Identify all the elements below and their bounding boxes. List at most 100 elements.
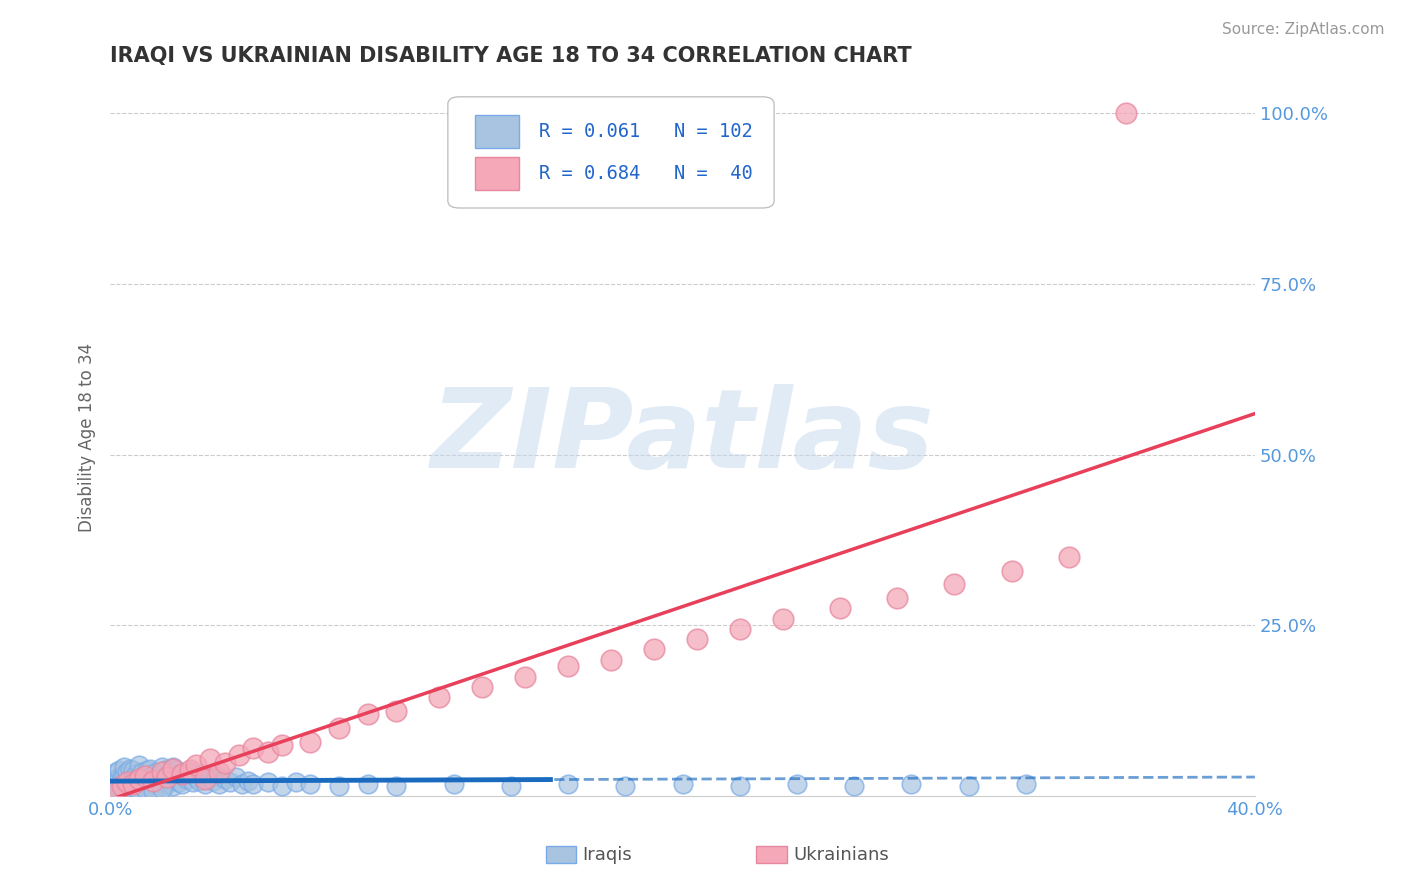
Point	[114, 767, 136, 781]
Point	[134, 782, 156, 797]
Point	[107, 782, 129, 797]
Point	[231, 777, 253, 791]
Point	[728, 622, 751, 636]
Point	[194, 777, 217, 791]
Point	[176, 772, 198, 786]
Point	[299, 734, 322, 748]
Point	[125, 767, 148, 781]
Point	[772, 611, 794, 625]
Point	[145, 774, 167, 789]
Point	[197, 772, 219, 786]
Point	[122, 779, 145, 793]
Point	[194, 772, 217, 786]
Point	[148, 775, 170, 789]
Point	[671, 777, 693, 791]
Point	[328, 721, 350, 735]
Y-axis label: Disability Age 18 to 34: Disability Age 18 to 34	[79, 343, 96, 533]
Point	[179, 763, 201, 777]
Point	[1057, 550, 1080, 565]
Point	[513, 670, 536, 684]
Point	[202, 774, 225, 789]
Point	[225, 770, 247, 784]
Point	[104, 779, 127, 793]
Point	[150, 782, 173, 797]
Point	[142, 783, 165, 797]
Text: R = 0.684   N =  40: R = 0.684 N = 40	[540, 164, 754, 183]
Point	[443, 777, 465, 791]
Point	[270, 738, 292, 752]
Point	[385, 779, 408, 793]
FancyBboxPatch shape	[475, 115, 519, 148]
Point	[285, 775, 308, 789]
Point	[136, 763, 159, 777]
Point	[128, 777, 150, 791]
Point	[162, 779, 184, 793]
Point	[122, 777, 145, 791]
Point	[134, 769, 156, 783]
Point	[165, 763, 187, 777]
Point	[299, 777, 322, 791]
Point	[219, 775, 242, 789]
Point	[844, 779, 866, 793]
Point	[943, 577, 966, 591]
Point	[139, 762, 162, 776]
Point	[104, 783, 127, 797]
Point	[1001, 564, 1024, 578]
Point	[270, 779, 292, 793]
Point	[256, 775, 278, 789]
Point	[150, 779, 173, 793]
Point	[190, 767, 212, 781]
Point	[101, 775, 124, 789]
Point	[104, 782, 127, 797]
Point	[134, 770, 156, 784]
Text: IRAQI VS UKRAINIAN DISABILITY AGE 18 TO 34 CORRELATION CHART: IRAQI VS UKRAINIAN DISABILITY AGE 18 TO …	[110, 46, 911, 66]
Point	[128, 758, 150, 772]
Point	[110, 780, 132, 795]
Point	[150, 765, 173, 780]
FancyBboxPatch shape	[475, 157, 519, 190]
Point	[214, 772, 236, 786]
Point	[139, 772, 162, 786]
Point	[328, 779, 350, 793]
Point	[142, 774, 165, 789]
Point	[114, 774, 136, 789]
Text: R = 0.061   N = 102: R = 0.061 N = 102	[540, 122, 754, 142]
Point	[156, 767, 179, 781]
Point	[184, 770, 207, 784]
Point	[122, 770, 145, 784]
Point	[357, 777, 380, 791]
Point	[236, 774, 259, 789]
Point	[499, 779, 522, 793]
Point	[557, 659, 579, 673]
Point	[104, 765, 127, 780]
Point	[214, 756, 236, 771]
Point	[128, 769, 150, 783]
Point	[786, 777, 808, 791]
Point	[156, 770, 179, 784]
Point	[643, 642, 665, 657]
Point	[110, 779, 132, 793]
Point	[134, 779, 156, 793]
Point	[120, 762, 142, 776]
Point	[162, 760, 184, 774]
Point	[1015, 777, 1038, 791]
Point	[181, 775, 204, 789]
Point	[114, 760, 136, 774]
Point	[131, 765, 153, 780]
Point	[208, 777, 231, 791]
Point	[205, 769, 228, 783]
Point	[117, 777, 139, 791]
Point	[900, 777, 922, 791]
Point	[686, 632, 709, 646]
Point	[117, 775, 139, 789]
Point	[117, 765, 139, 780]
Point	[120, 780, 142, 795]
Point	[159, 765, 181, 780]
FancyBboxPatch shape	[449, 97, 775, 208]
Point	[165, 772, 187, 786]
Point	[148, 769, 170, 783]
Point	[122, 783, 145, 797]
Point	[728, 779, 751, 793]
Point	[162, 762, 184, 776]
Point	[170, 777, 193, 791]
